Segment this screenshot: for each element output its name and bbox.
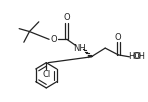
Text: OH: OH: [132, 52, 145, 61]
Text: O: O: [63, 13, 70, 22]
Text: O: O: [115, 33, 122, 42]
Text: Cl: Cl: [42, 70, 50, 79]
Text: HO: HO: [128, 52, 141, 61]
Text: NH: NH: [74, 44, 86, 53]
Text: O: O: [50, 35, 57, 44]
Text: *: *: [87, 55, 90, 61]
